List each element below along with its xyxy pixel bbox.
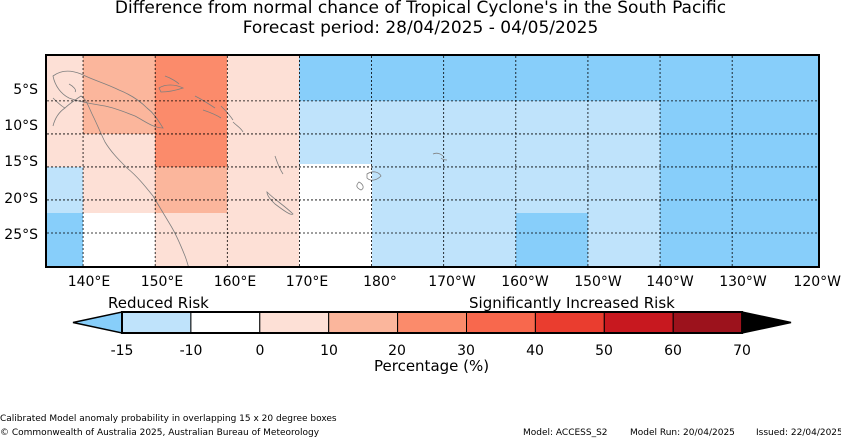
tick-label: -10: [179, 343, 203, 359]
anomaly-cell: [515, 213, 588, 266]
tick-label: 60: [664, 343, 682, 359]
colorbar-bin: [534, 311, 605, 334]
lon-label-150e: 150°E: [140, 274, 184, 290]
anomaly-cell: [47, 213, 84, 266]
lon-label-120w: 120°W: [793, 274, 841, 290]
anomaly-cell: [83, 213, 156, 266]
tick-label: -15: [110, 343, 134, 359]
lat-label-25s: 25°S: [4, 227, 38, 243]
anomaly-cell: [155, 166, 228, 214]
lon-label-180: 180°: [363, 274, 397, 290]
colorbar-bin: [190, 311, 261, 334]
copyright: © Commonwealth of Australia 2025, Austra…: [0, 428, 320, 438]
tick-label: 30: [457, 343, 475, 359]
anomaly-cell: [587, 56, 661, 101]
anomaly-cell: [155, 213, 228, 266]
tick-label: 0: [255, 343, 265, 359]
anomaly-cell: [299, 100, 372, 164]
lat-label-20s: 20°S: [4, 191, 38, 207]
anomaly-cell: [660, 56, 818, 266]
tick-label: 10: [320, 343, 338, 359]
issued-date: Issued: 22/04/2025: [756, 428, 841, 438]
lon-label-160w: 160°W: [501, 274, 549, 290]
coastline-layer: [52, 70, 448, 266]
anomaly-cell: [47, 166, 84, 214]
forecast-period: Forecast period: 28/04/2025 - 04/05/2025: [242, 18, 599, 38]
lon-label-150w: 150°W: [574, 274, 622, 290]
lon-label-170w: 170°W: [428, 274, 476, 290]
lat-label-5s: 5°S: [13, 82, 38, 98]
model-name: Model: ACCESS_S2: [523, 428, 608, 438]
colorbar-bin: [121, 311, 192, 334]
colorbar-over-arrow: [741, 311, 792, 334]
chart-title: Difference from normal chance of Tropica…: [114, 0, 727, 18]
reduced-risk-label: Reduced Risk: [108, 294, 209, 312]
colorbar-bin: [466, 311, 536, 334]
tick-label: 50: [595, 343, 613, 359]
anomaly-cell: [299, 163, 372, 266]
footnote: Calibrated Model anomaly probability in …: [0, 414, 337, 424]
colorbar-bin: [259, 311, 330, 334]
anomaly-cell: [371, 100, 444, 266]
lat-label-15s: 15°S: [4, 154, 38, 170]
colorbar-under-arrow: [72, 311, 123, 334]
anomaly-cell: [155, 56, 228, 167]
colorbar-axis-label: Percentage (%): [374, 357, 490, 375]
anomaly-cell: [587, 100, 661, 266]
colorbar-bin: [397, 311, 468, 334]
colorbar-bin: [672, 311, 743, 334]
tick-label: 70: [733, 343, 751, 359]
increased-risk-label: Significantly Increased Risk: [469, 294, 675, 312]
anomaly-cell: [47, 56, 84, 167]
colorbar-bin: [328, 311, 399, 334]
anomaly-cell: [227, 56, 300, 266]
probability-map: [45, 54, 820, 268]
lat-label-10s: 10°S: [4, 118, 38, 134]
lon-label-160e: 160°E: [213, 274, 257, 290]
lon-label-170e: 170°E: [285, 274, 329, 290]
model-run: Model Run: 20/04/2025: [630, 428, 735, 438]
colorbar-outline: [121, 311, 744, 334]
tick-label: 20: [388, 343, 406, 359]
tick-label: 40: [526, 343, 544, 359]
graticule: [47, 56, 818, 266]
lon-label-140w: 140°W: [646, 274, 694, 290]
lon-label-140e: 140°E: [67, 274, 111, 290]
lon-label-130w: 130°W: [719, 274, 767, 290]
colorbar-bin: [603, 311, 674, 334]
